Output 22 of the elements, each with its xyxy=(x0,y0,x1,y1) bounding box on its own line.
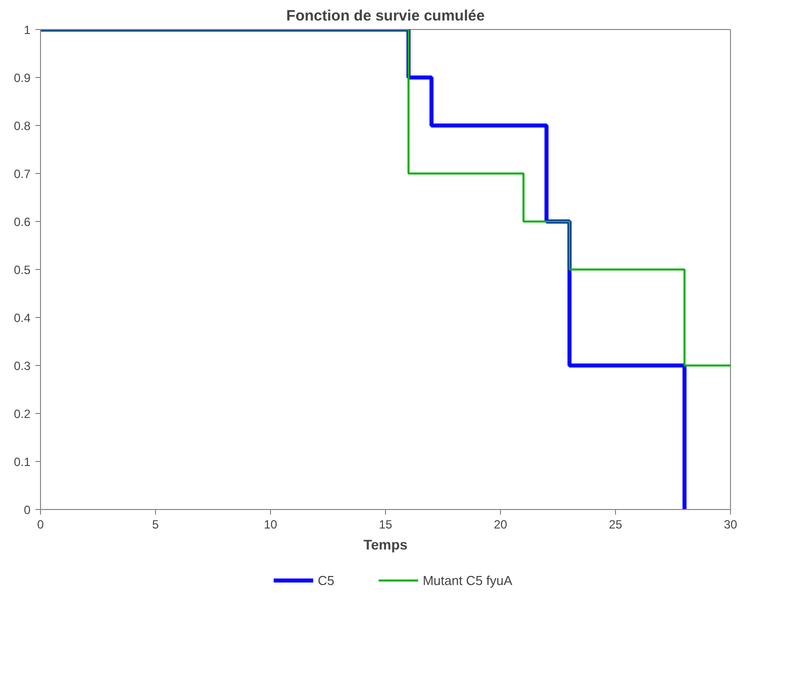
x-tick-label: 20 xyxy=(494,518,508,532)
x-tick-label: 10 xyxy=(264,518,278,532)
x-tick-label: 30 xyxy=(724,518,738,532)
y-tick-label: 0.5 xyxy=(14,263,31,277)
chart-title: Fonction de survie cumulée xyxy=(286,8,485,24)
y-tick-label: 1 xyxy=(24,23,31,37)
y-tick-label: 0.9 xyxy=(14,71,31,85)
y-tick-label: 0.7 xyxy=(14,167,31,181)
x-tick-label: 0 xyxy=(37,518,44,532)
legend-label: Mutant C5 fyuA xyxy=(422,572,512,588)
y-tick-label: 0.4 xyxy=(14,311,31,325)
x-axis-title: Temps xyxy=(363,536,408,552)
y-tick-label: 0.1 xyxy=(14,455,31,469)
y-tick-label: 0 xyxy=(24,503,31,517)
y-tick-label: 0.3 xyxy=(14,359,31,373)
y-tick-label: 0.6 xyxy=(14,215,31,229)
x-tick-label: 5 xyxy=(152,518,160,532)
x-tick-label: 25 xyxy=(608,518,622,532)
y-tick-label: 0.8 xyxy=(14,119,31,133)
legend-label: C5 xyxy=(318,572,336,588)
x-tick-label: 15 xyxy=(378,518,392,532)
y-tick-label: 0.2 xyxy=(14,407,31,421)
